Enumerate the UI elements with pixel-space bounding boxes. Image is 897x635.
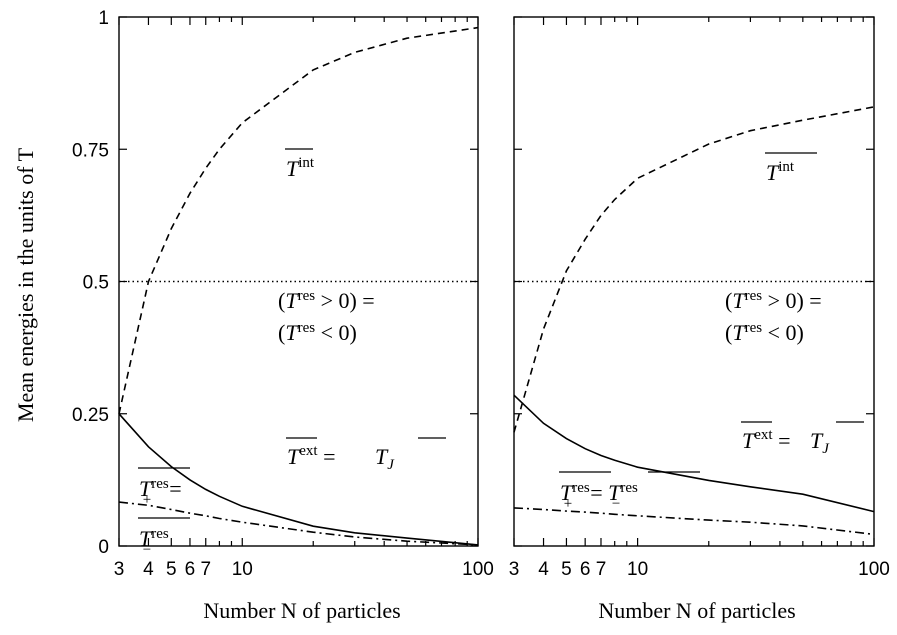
series-res-line — [118, 501, 479, 546]
x-tick-label: 3 — [509, 559, 520, 580]
svg-text:Tint: Tint — [286, 155, 315, 181]
x-tick-label: 10 — [627, 559, 648, 580]
svg-text:Tres+=: Tres + = — [139, 476, 182, 508]
series-ext-line — [513, 394, 875, 513]
label-t-plus-minus-right: Tres + = Tres − — [559, 471, 700, 512]
label-res-eq-left: (Tres > 0) = (Tres < 0) — [278, 288, 375, 345]
x-axis-title-right: Number N of particles — [598, 598, 795, 623]
svg-text:Text = TJ: Text = TJ — [742, 427, 830, 457]
label-t-minus-res-left: Tres − — [138, 517, 190, 558]
x-tick-label: 10 — [232, 559, 253, 580]
x-tick-label: 4 — [143, 559, 154, 580]
svg-text:Tres+= Tres−: Tres + = Tres − — [560, 480, 638, 512]
label-t-ext-right: Text = TJ — [741, 421, 864, 457]
svg-text:(Tres < 0): (Tres < 0) — [725, 320, 804, 345]
y-tick-label: 1 — [98, 8, 109, 29]
label-t-ext-left: Text = TJ — [286, 437, 446, 473]
right-panel: 3 4 5 6 7 10 100 — [509, 16, 890, 580]
left-annotations: Tint (Tres > 0) = (Tres < 0) Text = TJ T… — [138, 148, 446, 558]
label-t-int-right: Tint — [765, 152, 817, 185]
svg-text:Text = TJ: Text = TJ — [287, 443, 395, 473]
y-tick-label: 0.25 — [72, 405, 109, 426]
y-axis-title: Mean energies in the units of T — [13, 147, 38, 422]
svg-text:(Tres > 0) =: (Tres > 0) = — [278, 288, 375, 313]
x-tick-label: 7 — [200, 559, 211, 580]
series-int-line — [513, 106, 875, 433]
svg-text:(Tres > 0) =: (Tres > 0) = — [725, 288, 822, 313]
series-int-line — [118, 26, 479, 414]
svg-text:Tint: Tint — [766, 159, 795, 185]
svg-text:(Tres < 0): (Tres < 0) — [278, 320, 357, 345]
x-tick-label: 3 — [114, 559, 125, 580]
series-res-line — [513, 507, 875, 536]
x-tick-label: 5 — [166, 559, 177, 580]
right-annotations: Tint (Tres > 0) = (Tres < 0) Text = TJ T… — [559, 152, 864, 512]
label-t-int-left: Tint — [285, 148, 315, 181]
label-res-eq-right: (Tres > 0) = (Tres < 0) — [725, 288, 822, 345]
svg-text:Tres−: Tres − — [139, 526, 169, 558]
x-tick-label: 4 — [538, 559, 549, 580]
x-tick-label: 5 — [561, 559, 572, 580]
x-tick-label: 6 — [185, 559, 196, 580]
x-tick-label: 100 — [858, 559, 890, 580]
x-tick-label: 7 — [596, 559, 607, 580]
x-tick-label: 100 — [462, 559, 494, 580]
x-axis-title-left: Number N of particles — [203, 598, 400, 623]
y-tick-label: 0 — [98, 537, 109, 558]
label-t-plus-res-left: Tres + = — [138, 467, 190, 508]
left-panel: 0 0.25 0.5 0.75 1 3 4 5 6 7 10 100 — [72, 8, 494, 580]
x-tick-label: 6 — [580, 559, 591, 580]
series-ext-line — [118, 413, 479, 546]
y-tick-label: 0.5 — [83, 273, 109, 294]
y-tick-label: 0.75 — [72, 140, 109, 161]
